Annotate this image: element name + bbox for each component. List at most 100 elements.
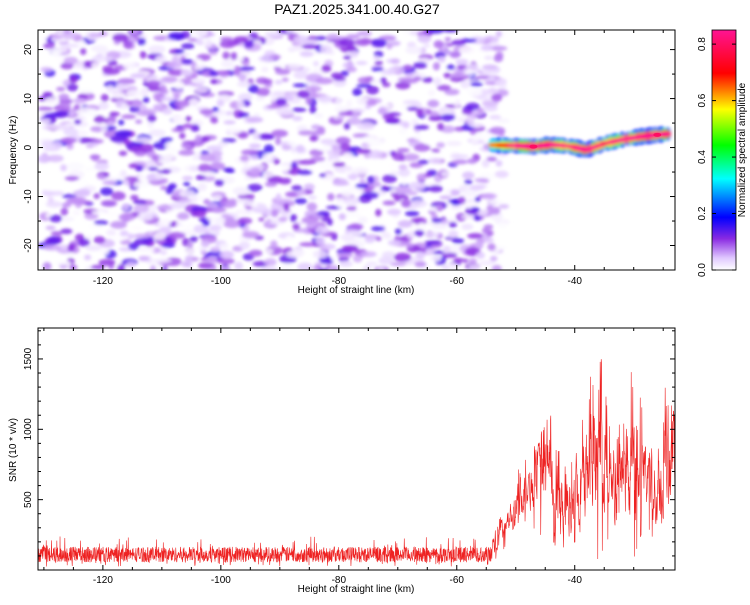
heatmap-cell — [344, 169, 353, 176]
heatmap-cell — [380, 77, 387, 84]
heatmap-cell — [437, 122, 445, 131]
heatmap-cell — [179, 132, 186, 139]
heatmap-cell — [133, 204, 150, 213]
heatmap-cell — [309, 135, 318, 142]
heatmap-cell — [281, 111, 295, 116]
heatmap-cell — [483, 133, 495, 138]
heatmap-cell — [468, 258, 477, 264]
heatmap-cell — [302, 39, 319, 45]
heatmap-cell — [155, 55, 167, 64]
heatmap-cell — [342, 152, 354, 160]
heatmap-cell — [355, 61, 368, 65]
heatmap-cell — [160, 250, 168, 256]
heatmap-cell — [123, 62, 137, 70]
heatmap-cell — [477, 107, 484, 114]
heatmap-cell — [118, 213, 135, 222]
heatmap-cell — [210, 116, 219, 124]
heatmap-cell — [346, 117, 362, 125]
heatmap-cell — [153, 231, 166, 241]
heatmap-cell — [315, 236, 326, 246]
heatmap-cell — [326, 218, 333, 226]
spectrogram-frame — [37, 29, 676, 271]
heatmap-cell — [56, 102, 72, 110]
heatmap-cell — [406, 106, 419, 111]
heatmap-cell — [219, 250, 234, 259]
heatmap-cell — [217, 141, 229, 147]
heatmap-cell — [404, 79, 418, 84]
heatmap-cell — [135, 137, 153, 143]
heatmap-cell — [489, 114, 502, 120]
spectrogram-heatmap — [38, 30, 672, 270]
heatmap-cell — [202, 219, 211, 227]
heatmap-cell — [425, 249, 436, 254]
heatmap-cell — [448, 230, 459, 238]
heatmap-cell — [357, 234, 366, 243]
heatmap-cell — [173, 92, 181, 100]
heatmap-cell — [195, 134, 202, 143]
heatmap-cell — [154, 172, 164, 180]
heatmap-cell — [272, 91, 287, 97]
heatmap-cell — [237, 132, 248, 139]
x-tick-label: -60 — [450, 276, 465, 287]
heatmap-cell — [447, 262, 458, 270]
heatmap-cell — [297, 169, 313, 175]
heatmap-cell — [491, 93, 503, 102]
heatmap-cell — [364, 238, 375, 244]
heatmap-cell — [483, 104, 498, 112]
heatmap-cell — [371, 226, 385, 232]
heatmap-cell — [127, 233, 135, 240]
heatmap-cell — [414, 229, 425, 237]
heatmap-cell — [69, 196, 87, 204]
heatmap-cell — [193, 224, 208, 234]
heatmap-cell — [215, 216, 226, 225]
heatmap-cell — [98, 259, 116, 266]
heatmap-cell — [327, 193, 335, 201]
heatmap-cell — [467, 158, 478, 165]
heatmap-cell — [414, 124, 430, 130]
heatmap-cell — [338, 111, 353, 116]
heatmap-cell — [216, 99, 225, 107]
heatmap-cell — [486, 156, 497, 162]
heatmap-cell — [266, 104, 283, 109]
figure-title: PAZ1.2025.341.00.40.G27 — [274, 1, 440, 17]
heatmap-cell — [243, 40, 254, 49]
heatmap-cell — [123, 138, 131, 146]
heatmap-cell — [416, 108, 424, 117]
heatmap-cell — [436, 142, 445, 149]
heatmap-cell — [453, 258, 465, 263]
heatmap-cell — [153, 104, 161, 111]
heatmap-cell — [264, 258, 277, 266]
heatmap-cell — [490, 255, 498, 262]
heatmap-cell — [167, 251, 178, 257]
heatmap-cell — [481, 89, 500, 95]
heatmap-cell — [157, 204, 174, 211]
heatmap-cell — [131, 225, 143, 231]
heatmap-cell — [474, 196, 481, 203]
heatmap-cell — [178, 149, 195, 156]
x-tick-label: -120 — [93, 276, 113, 287]
heatmap-cell — [161, 242, 175, 249]
heatmap-cell — [460, 80, 471, 89]
heatmap-cell — [248, 84, 259, 94]
heatmap-cell — [416, 173, 427, 182]
heatmap-cell — [154, 258, 172, 264]
heatmap-cell — [285, 30, 304, 33]
colorbar-gradient — [711, 29, 737, 271]
heatmap-cell — [90, 264, 106, 270]
heatmap-cell — [246, 116, 264, 123]
y-tick-label: 0 — [23, 144, 34, 150]
heatmap-cell — [481, 193, 498, 200]
heatmap-cell — [278, 216, 288, 222]
heatmap-cell — [58, 93, 70, 101]
heatmap-cell — [121, 203, 130, 211]
heatmap-cell — [223, 120, 236, 125]
heatmap-cell — [377, 266, 385, 270]
heatmap-cell — [365, 261, 378, 267]
heatmap-cell — [43, 42, 56, 49]
heatmap-cell — [245, 205, 252, 210]
heatmap-cell — [464, 179, 473, 185]
heatmap-cell — [134, 238, 151, 246]
heatmap-cell — [63, 56, 78, 65]
heatmap-cell — [232, 186, 250, 196]
heatmap-cell — [462, 171, 475, 180]
